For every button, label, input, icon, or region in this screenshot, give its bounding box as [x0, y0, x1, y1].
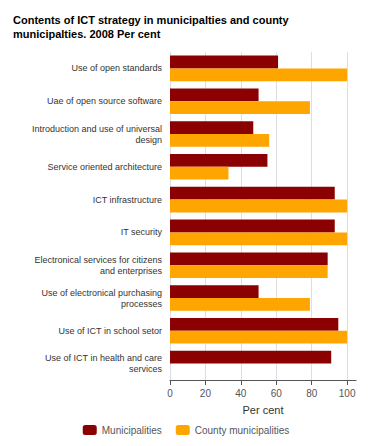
- svg-text:Contents of ICT strategy in mu: Contents of ICT strategy in municipaltie…: [13, 14, 290, 26]
- svg-text:design: design: [135, 135, 162, 145]
- svg-text:Use of ICT in health and care: Use of ICT in health and care: [45, 353, 162, 363]
- svg-text:Introduction and use of univer: Introduction and use of universal: [32, 124, 162, 134]
- svg-text:municipalties. 2008 Per cent: municipalties. 2008 Per cent: [13, 28, 161, 40]
- svg-text:80: 80: [306, 388, 318, 399]
- svg-text:processes: processes: [121, 299, 163, 309]
- svg-text:Use of open standards: Use of open standards: [71, 63, 162, 73]
- svg-text:Use of ICT in school setor: Use of ICT in school setor: [59, 326, 162, 336]
- svg-text:County municipalities: County municipalities: [195, 425, 290, 436]
- svg-text:Per cent: Per cent: [243, 404, 284, 416]
- svg-text:Service oriented architecture: Service oriented architecture: [47, 162, 162, 172]
- svg-text:Uae of open source software: Uae of open source software: [47, 96, 162, 106]
- svg-text:Municipalities: Municipalities: [102, 425, 162, 436]
- svg-text:and enterprises: and enterprises: [100, 266, 163, 276]
- svg-text:0: 0: [167, 388, 173, 399]
- svg-text:100: 100: [339, 388, 356, 399]
- svg-text:IT security: IT security: [121, 227, 163, 237]
- svg-text:Electronical services for citi: Electronical services for citizens: [34, 255, 162, 265]
- svg-text:40: 40: [235, 388, 247, 399]
- svg-text:services: services: [129, 364, 163, 374]
- svg-text:20: 20: [200, 388, 212, 399]
- svg-text:Use of electronical purchasing: Use of electronical purchasing: [41, 288, 162, 298]
- svg-text:60: 60: [271, 388, 283, 399]
- svg-text:ICT infrastructure: ICT infrastructure: [93, 195, 162, 205]
